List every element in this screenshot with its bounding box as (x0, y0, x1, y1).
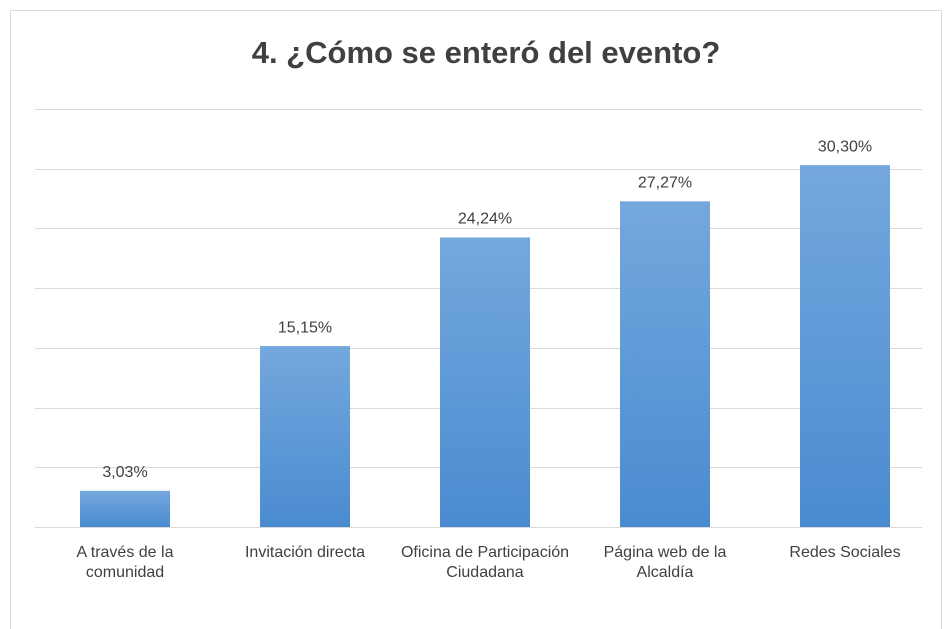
x-tick-label: Redes Sociales (789, 544, 901, 561)
x-tick-label: Oficina de Participación Ciudadana (400, 544, 570, 581)
data-label: 30,30% (818, 138, 872, 155)
data-label: 3,03% (102, 464, 147, 481)
bar (260, 346, 350, 527)
x-tick-label: Invitación directa (244, 544, 366, 561)
data-label: 24,24% (458, 211, 512, 228)
x-tick-label: Página web de la Alcaldía (603, 544, 727, 581)
x-tick-label: A través de la comunidad (76, 544, 174, 581)
bar (80, 490, 170, 527)
chart-title: 4. ¿Cómo se enteró del evento? (252, 35, 721, 70)
bar (800, 165, 890, 528)
bar (620, 201, 710, 527)
data-label: 27,27% (638, 175, 692, 192)
bar (440, 237, 530, 528)
data-label: 15,15% (278, 319, 332, 336)
